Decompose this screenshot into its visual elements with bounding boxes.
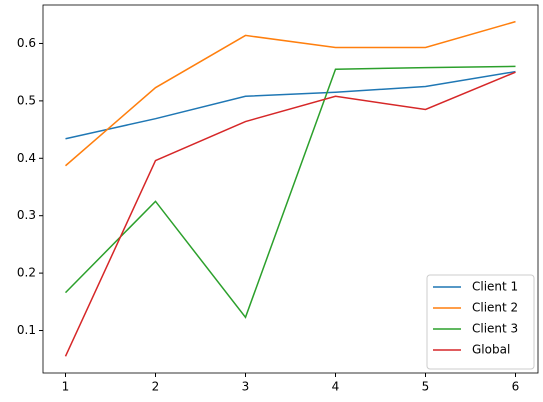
y-tick-label: 0.3 bbox=[17, 208, 36, 222]
y-tick-label: 0.1 bbox=[17, 323, 36, 337]
x-tick-label: 2 bbox=[152, 380, 160, 394]
y-tick-label: 0.2 bbox=[17, 266, 36, 280]
y-tick-label: 0.5 bbox=[17, 93, 36, 107]
legend-label: Client 3 bbox=[472, 322, 518, 336]
y-tick-label: 0.6 bbox=[17, 36, 36, 50]
x-tick-label: 5 bbox=[422, 380, 430, 394]
x-tick-label: 1 bbox=[62, 380, 70, 394]
legend-label: Client 1 bbox=[472, 280, 518, 294]
x-tick-label: 4 bbox=[332, 380, 340, 394]
legend-box bbox=[426, 274, 535, 370]
legend-label: Client 2 bbox=[472, 301, 518, 315]
x-tick-label: 3 bbox=[242, 380, 250, 394]
y-tick-label: 0.4 bbox=[17, 151, 36, 165]
legend-label: Global bbox=[472, 343, 510, 357]
series-line bbox=[65, 70, 516, 140]
x-tick-label: 6 bbox=[512, 380, 520, 394]
series-line bbox=[65, 20, 516, 167]
series-line bbox=[64, 65, 516, 319]
plot-frame bbox=[42, 4, 539, 374]
series-line bbox=[64, 71, 516, 357]
